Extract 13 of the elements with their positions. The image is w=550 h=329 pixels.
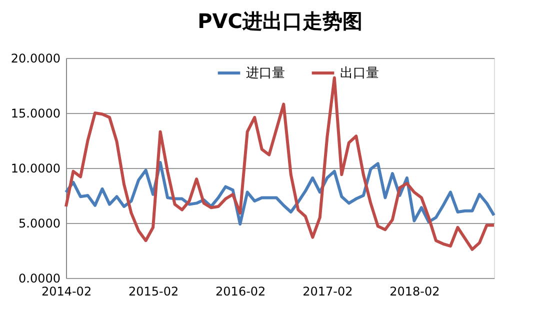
- y-tick-label: 0.0000: [18, 272, 60, 286]
- x-tick-label: 2017-02: [302, 284, 353, 298]
- y-tick-label: 20.0000: [10, 52, 60, 66]
- x-tick-label: 2018-02: [390, 284, 440, 298]
- y-tick-label: 10.0000: [10, 162, 60, 176]
- x-tick-label: 2016-02: [216, 284, 266, 298]
- chart-title: PVC进出口走势图: [198, 9, 362, 33]
- y-tick-label: 5.0000: [18, 216, 60, 230]
- y-tick-label: 15.0000: [10, 106, 60, 120]
- x-tick-label: 2014-02: [41, 284, 92, 298]
- legend-label: 出口量: [340, 66, 379, 81]
- legend-label: 进口量: [246, 66, 285, 81]
- x-tick-label: 2015-02: [128, 284, 179, 298]
